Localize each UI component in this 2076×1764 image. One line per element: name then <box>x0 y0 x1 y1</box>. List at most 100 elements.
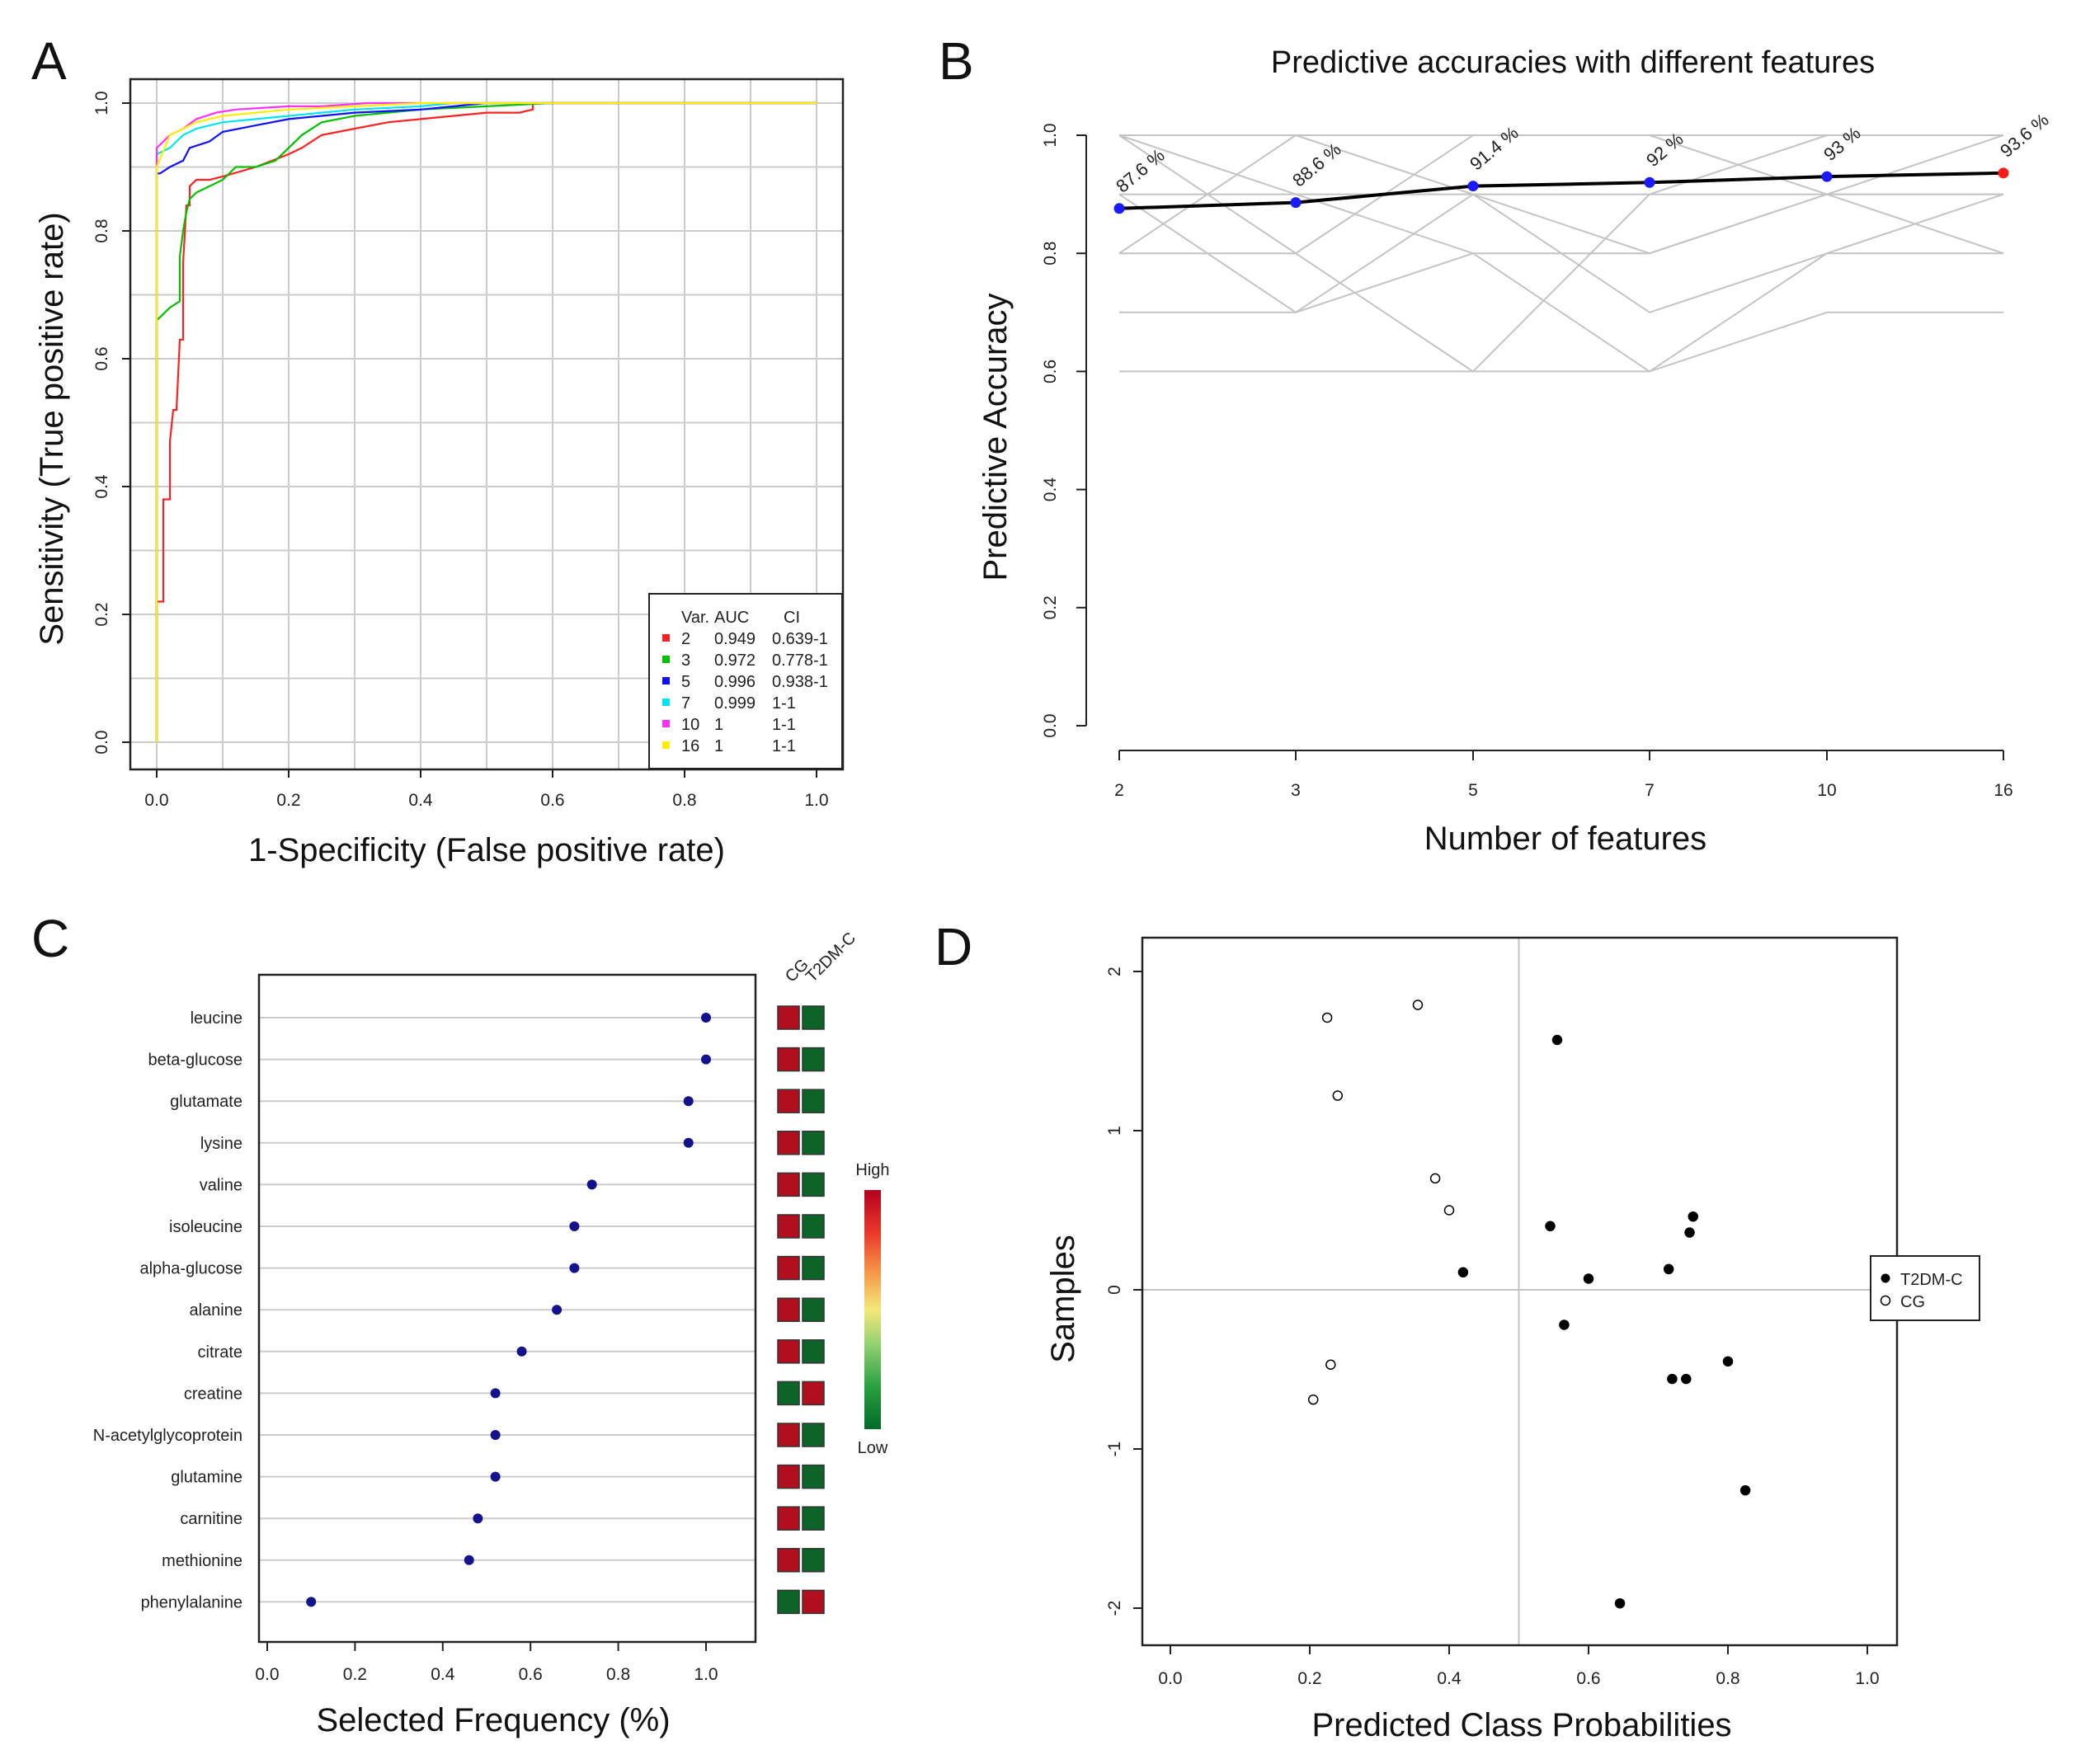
panel-b-letter: B <box>939 31 974 91</box>
roc-legend-var: 2 <box>681 630 690 648</box>
accuracy-y-tick-label: 0.0 <box>1041 713 1060 737</box>
roc-curve-var-10 <box>155 101 817 742</box>
probability-point-cg <box>1307 1394 1319 1405</box>
probability-point-t2dm-c <box>1583 1273 1594 1284</box>
probability-point-cg <box>1429 1173 1441 1184</box>
legend-cg-label: CG <box>1900 1293 1925 1311</box>
accuracy-x-tick-label: 7 <box>1645 781 1655 800</box>
roc-y-tick-label: 0.8 <box>92 219 111 242</box>
roc-legend-var: 7 <box>681 694 690 713</box>
accuracy-data-label: 93 % <box>1819 123 1864 165</box>
accuracy-data-label: 88.6 % <box>1288 139 1345 191</box>
accuracy-point <box>1113 203 1125 214</box>
probability-x-tick-label: 0.8 <box>1716 1669 1739 1688</box>
probability-point-t2dm-c <box>1545 1221 1556 1232</box>
feature-label: leucine <box>191 1009 242 1028</box>
accuracy-x-tick-label: 2 <box>1114 781 1124 800</box>
panel-d: D 0.0 0.2 0.4 0.6 0.8 1.0 -2 -1 0 1 2 T2DM-C CG Pr… <box>934 917 1980 1743</box>
accuracy-chart-title: Predictive accuracies with different fea… <box>1271 45 1875 80</box>
feature-label: creatine <box>184 1385 242 1403</box>
accuracy-background-lines <box>1118 134 2004 373</box>
heatmap-cell-cg <box>777 1506 800 1531</box>
probability-point-t2dm-c <box>1667 1373 1678 1385</box>
roc-plot-frame <box>129 78 845 771</box>
feature-label: glutamine <box>171 1469 242 1487</box>
roc-legend-ci: 0.778-1 <box>772 652 828 670</box>
roc-curve-var-16 <box>155 101 817 742</box>
roc-curve-var-2 <box>155 101 817 742</box>
roc-curve-var-3 <box>155 101 817 742</box>
heatmap-cell-t2dm-c <box>802 1381 825 1406</box>
probability-point-t2dm-c <box>1457 1267 1469 1278</box>
heatmap-cell-t2dm-c <box>802 1548 825 1573</box>
probability-point-cg <box>1321 1012 1333 1023</box>
accuracy-point <box>1290 197 1302 209</box>
accuracy-point <box>1998 167 2009 179</box>
probability-point-cg <box>1412 1000 1424 1010</box>
probability-legend: T2DM-C CG <box>1870 1255 1980 1321</box>
feature-label: N-acetylglycoprotein <box>93 1427 242 1445</box>
heatmap-cell-cg <box>777 1214 800 1239</box>
roc-legend-ci: 0.938-1 <box>772 673 828 691</box>
probability-x-axis-title: Predicted Class Probabilities <box>1311 1707 1731 1743</box>
roc-x-tick-label: 0.2 <box>276 791 300 810</box>
heatmap-cell-t2dm-c <box>802 1589 825 1615</box>
roc-x-tick-label: 0.0 <box>144 791 168 810</box>
accuracy-background-line <box>1119 311 2003 373</box>
probability-x-tick-label: 0.4 <box>1437 1669 1462 1688</box>
frequency-point <box>490 1430 501 1440</box>
probability-point-t2dm-c <box>1722 1356 1734 1367</box>
accuracy-x-tick-label: 5 <box>1468 781 1478 800</box>
legend-t2dm-c-marker <box>1881 1273 1890 1283</box>
frequency-x-tick-label: 0.8 <box>606 1665 630 1684</box>
panel-d-letter: D <box>934 917 972 976</box>
accuracy-background-line <box>1118 134 2003 255</box>
roc-legend-auc: 0.996 <box>714 673 756 691</box>
accuracy-x-tick-label: 3 <box>1291 781 1301 800</box>
roc-y-tick-label: 1.0 <box>92 91 111 115</box>
roc-legend-swatch <box>662 656 670 663</box>
heatmap-cell-cg <box>777 1589 800 1615</box>
roc-x-tick-label: 0.8 <box>672 791 696 810</box>
panel-c: C leucine beta-glucose glutamate lysine vali… <box>31 909 890 1738</box>
feature-label: isoleucine <box>169 1218 242 1236</box>
accuracy-point <box>1467 181 1479 192</box>
heatmap-cell-t2dm-c <box>802 1172 825 1197</box>
accuracy-y-tick-label: 0.6 <box>1041 360 1060 383</box>
probability-point-t2dm-c <box>1663 1263 1674 1275</box>
heatmap-cell-t2dm-c <box>802 1506 825 1531</box>
roc-legend-auc: 0.972 <box>714 652 756 670</box>
probability-point-cg <box>1443 1205 1455 1216</box>
roc-legend-swatch <box>662 741 670 749</box>
heatmap-cell-t2dm-c <box>802 1464 825 1489</box>
heatmap-cell-t2dm-c <box>802 1423 825 1447</box>
accuracy-point <box>1644 176 1655 188</box>
frequency-point <box>701 1013 711 1023</box>
roc-legend-var: 5 <box>681 673 690 691</box>
probability-reference-lines <box>1143 938 1896 1644</box>
heatmap-cell-cg <box>777 1131 800 1155</box>
roc-x-tick-label: 1.0 <box>804 791 828 810</box>
frequency-point <box>552 1305 563 1315</box>
feature-label: glutamate <box>170 1093 242 1111</box>
roc-legend: Var. AUC CI 2 0.949 0.639-1 3 0.972 0.778-1 5 0… <box>648 593 843 769</box>
heatmap-cell-t2dm-c <box>802 1255 825 1281</box>
roc-legend-swatch <box>662 699 670 706</box>
roc-legend-auc: 0.949 <box>714 630 756 648</box>
frequency-point <box>490 1388 501 1399</box>
feature-label: valine <box>200 1176 242 1194</box>
panel-a: A 0.0 0.2 0.4 0.6 0.8 1.0 0.0 0.2 0.4 0.6 0.8 1.0 1… <box>31 31 845 868</box>
frequency-ticks: 0.0 0.2 0.4 0.6 0.8 1.0 <box>255 1643 718 1684</box>
heatmap-cell-cg <box>777 1381 800 1406</box>
heatmap-cell-cg <box>777 1172 800 1197</box>
probability-x-tick-label: 0.0 <box>1158 1669 1182 1688</box>
probability-y-axis-title: Samples <box>1045 1235 1081 1363</box>
frequency-x-tick-label: 0.2 <box>343 1665 367 1684</box>
heatmap-cell-cg <box>777 1297 800 1322</box>
heatmap-cell-t2dm-c <box>802 1214 825 1239</box>
probability-x-tick-label: 0.6 <box>1576 1669 1600 1688</box>
probability-point-t2dm-c <box>1614 1597 1626 1609</box>
expression-heatmap <box>777 1005 825 1615</box>
frequency-point <box>683 1096 694 1107</box>
roc-legend-swatch <box>662 720 670 727</box>
